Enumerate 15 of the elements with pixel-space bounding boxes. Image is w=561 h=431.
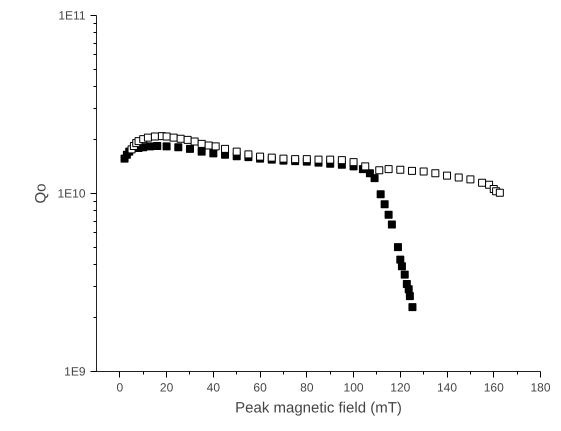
x-tick-label: 100: [344, 380, 364, 394]
x-tick-label: 180: [530, 380, 551, 394]
y-tick-label: 1E11: [58, 8, 86, 22]
y-axis-title: Qo: [32, 183, 50, 204]
y-tick-label: 1E10: [57, 186, 86, 200]
x-axis-title: Peak magnetic field (mT): [235, 400, 402, 416]
x-tick-label: 60: [253, 380, 268, 394]
x-tick-label: 20: [160, 380, 174, 394]
x-tick-label: 140: [437, 380, 458, 394]
x-tick-label: 0: [116, 380, 124, 394]
y-tick-label: 1E9: [64, 364, 86, 378]
x-tick-label: 80: [300, 380, 314, 394]
x-tick-label: 160: [484, 380, 504, 394]
x-tick-label: 120: [390, 380, 411, 394]
x-tick-label: 40: [206, 380, 220, 394]
